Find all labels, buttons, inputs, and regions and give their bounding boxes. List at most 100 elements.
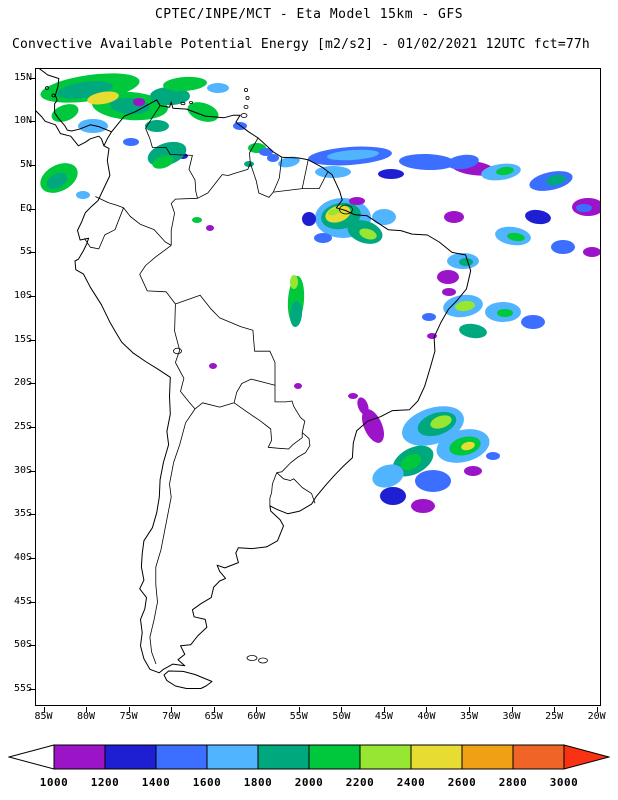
cape-patch (133, 98, 145, 106)
lon-tick (128, 707, 130, 712)
lon-tick (298, 707, 300, 712)
cape-patch (447, 154, 479, 170)
lon-axis-label: 45W (374, 711, 393, 722)
lat-tick (29, 688, 35, 690)
lon-tick (341, 707, 343, 712)
colorbar-segment (461, 744, 514, 770)
colorbar-scale-value: 2000 (294, 776, 324, 789)
lat-tick (29, 514, 35, 516)
lon-axis-label: 25W (545, 711, 564, 722)
cape-patch (278, 156, 300, 168)
lon-axis-label: 80W (77, 711, 96, 722)
cape-patch (525, 209, 551, 225)
cape-patch (399, 153, 455, 171)
map-plot-area (35, 68, 601, 706)
central-america-coastline (35, 68, 112, 147)
cape-patch (289, 301, 303, 327)
lat-axis-label: 25S (13, 420, 32, 432)
cape-patch (459, 258, 473, 266)
lon-axis-label: 35W (459, 711, 479, 722)
marajo-island (339, 204, 353, 215)
lat-tick (29, 383, 35, 385)
colorbar-segment (104, 744, 157, 770)
lon-tick (469, 707, 470, 712)
cape-patch (152, 155, 174, 169)
cape-patch (583, 247, 601, 257)
cape-patch (378, 169, 404, 179)
country-borders (84, 105, 329, 665)
cape-patch (400, 453, 422, 471)
cape-patch (455, 300, 475, 312)
lat-tick (29, 470, 35, 472)
cape-patch (357, 397, 369, 415)
cape-patch (267, 154, 279, 162)
lat-tick (29, 601, 35, 603)
cape-patch (327, 149, 379, 161)
cape-patch (415, 470, 451, 492)
lat-tick (29, 339, 35, 341)
lat-axis-label: 35S (13, 508, 32, 520)
islands (45, 86, 353, 664)
cape-patch (51, 104, 79, 122)
cape-patch (576, 204, 592, 212)
lon-tick (511, 707, 513, 712)
lon-axis-label: 30W (502, 711, 521, 722)
lon-axis-label: 65W (204, 711, 223, 722)
cape-patch (206, 225, 214, 231)
lon-tick (383, 707, 385, 712)
lat-axis-label: 40S (13, 551, 32, 563)
trinidad-island (240, 113, 248, 118)
cape-patch (444, 211, 464, 223)
antilles-island (243, 87, 248, 92)
cape-patch (46, 172, 68, 190)
cape-patch (294, 383, 302, 389)
lat-axis-label: 45S (13, 595, 32, 607)
cape-patch (244, 161, 254, 167)
lat-axis-label: 30S (13, 464, 32, 476)
south-america-coastline (74, 99, 472, 674)
lat-tick (29, 164, 35, 166)
cape-patch (422, 313, 436, 321)
lat-tick (29, 252, 35, 254)
colorbar-scale-value: 3000 (549, 776, 579, 789)
cape-patch (461, 441, 475, 451)
lat-tick (29, 645, 35, 647)
cape-shaded-field (40, 73, 601, 513)
tierra-del-fuego-coastline (163, 670, 213, 689)
lon-axis-label: 60W (247, 711, 266, 722)
cape-patch (163, 76, 207, 92)
lat-axis-label: 10S (13, 289, 32, 301)
lat-axis-label: EQ (19, 202, 32, 214)
lat-axis-label: 10N (13, 115, 32, 127)
cape-patch (150, 87, 190, 105)
lon-axis-label: 55W (289, 711, 308, 722)
lat-axis-label: 5N (19, 158, 32, 170)
colorbar-right-arrow (563, 744, 610, 770)
lat-tick (29, 208, 35, 210)
lat-axis-label: 15N (13, 71, 32, 83)
lon-axis-label: 50W (332, 711, 351, 722)
colorbar-scale-value: 2800 (498, 776, 528, 789)
colorbar (8, 744, 610, 770)
cape-patch (76, 191, 90, 199)
cape-patch (372, 464, 404, 488)
lon-tick (426, 707, 428, 712)
cape-patch (359, 228, 377, 240)
cape-patch (459, 323, 487, 339)
colorbar-scale-value: 1800 (243, 776, 273, 789)
lat-tick (29, 121, 35, 123)
lon-axis-label: 20W (587, 711, 606, 722)
cape-patch (328, 208, 340, 216)
cape-patch (290, 275, 298, 289)
coastlines (35, 68, 472, 689)
lat-tick (29, 77, 35, 79)
caribbean-islet (51, 93, 56, 98)
colorbar-segment (53, 744, 106, 770)
lat-tick (29, 426, 35, 428)
colorbar-segment (206, 744, 259, 770)
cape-patch (411, 499, 435, 513)
south-america-map (35, 68, 601, 706)
colorbar-scale-value: 2200 (345, 776, 375, 789)
lat-axis-label: 15S (13, 333, 32, 345)
